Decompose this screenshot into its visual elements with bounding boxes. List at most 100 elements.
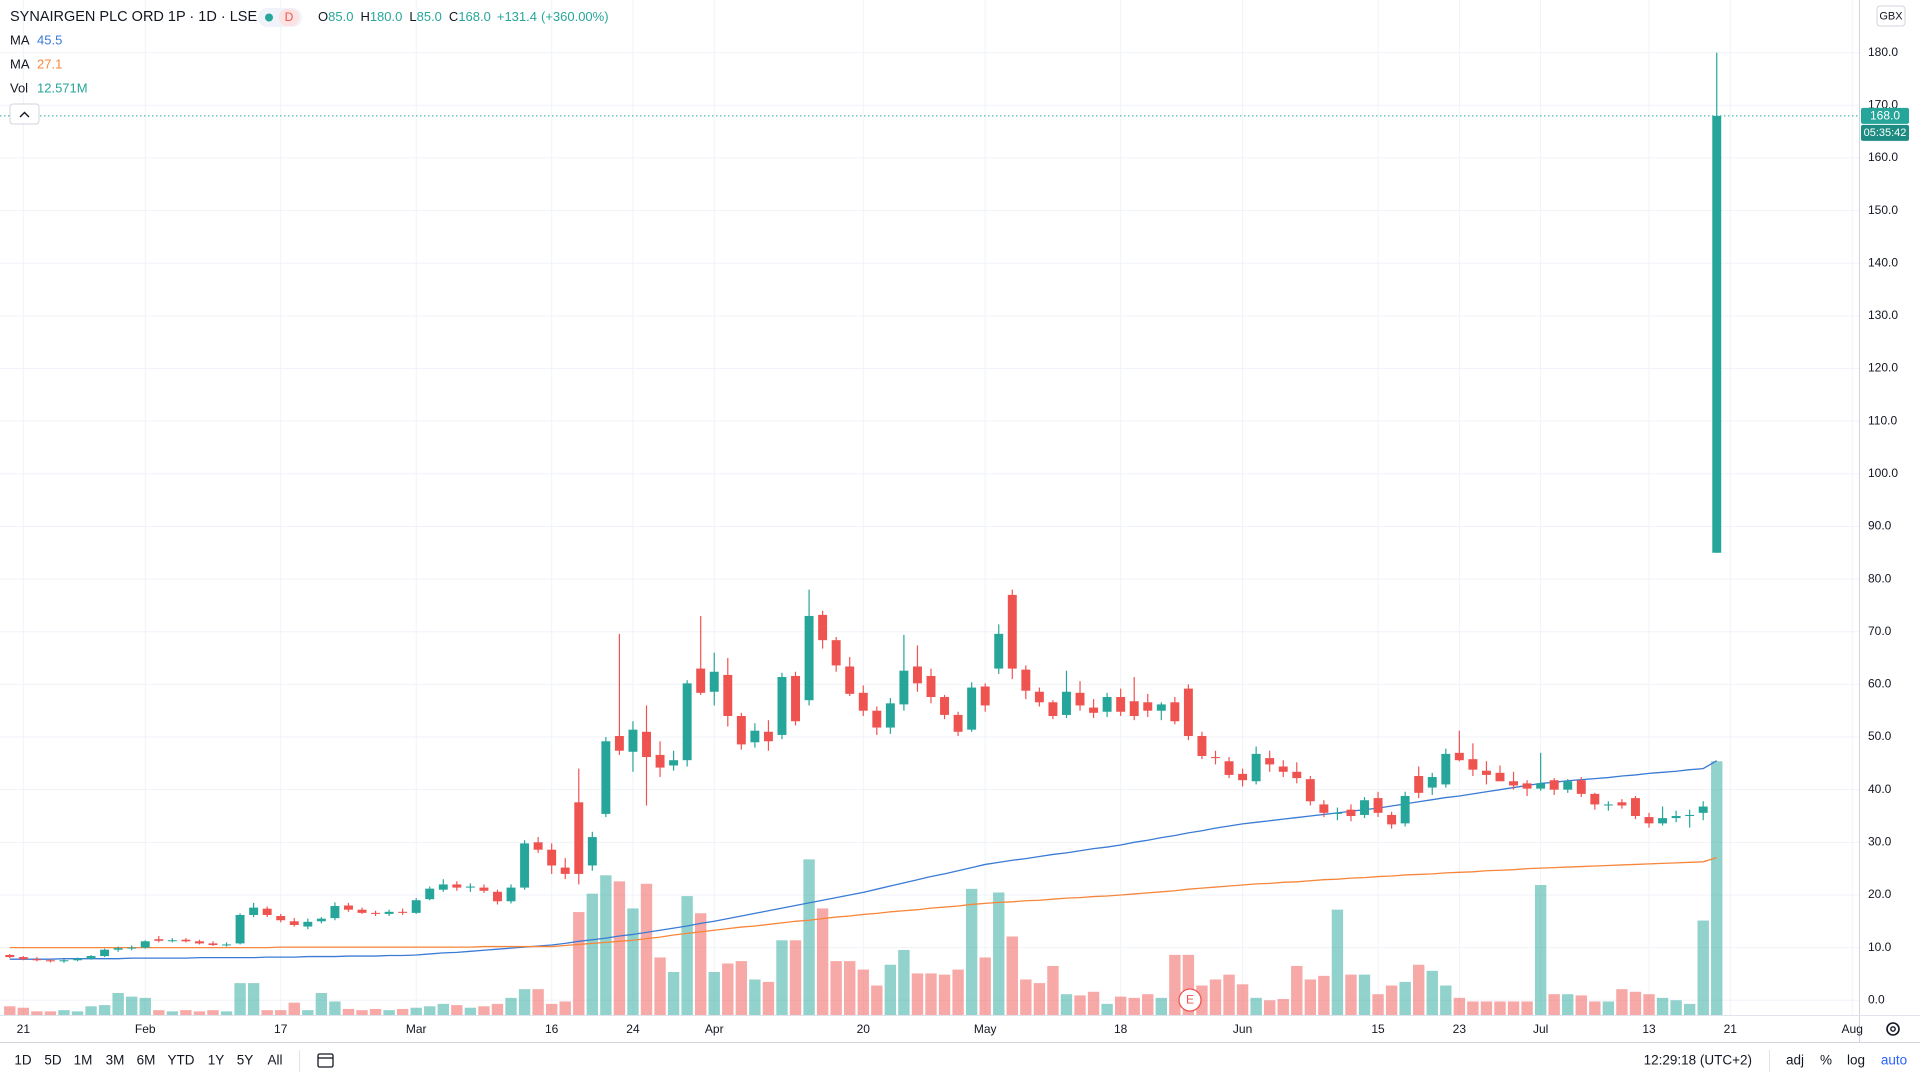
candle-body xyxy=(723,674,733,716)
grid xyxy=(0,0,1859,1015)
volume-bar xyxy=(1602,1001,1615,1015)
candle-body xyxy=(1278,766,1288,772)
volume-bar xyxy=(410,1007,422,1015)
volume-bar xyxy=(302,1010,314,1015)
candle-body xyxy=(18,957,28,960)
volume-bar xyxy=(871,985,883,1015)
candle-body xyxy=(1712,115,1722,553)
volume-bar xyxy=(979,957,991,1015)
candle-body xyxy=(479,887,489,891)
range-button[interactable]: 1Y xyxy=(208,1053,225,1068)
y-tick-label: 110.0 xyxy=(1868,413,1897,427)
volume-bar xyxy=(315,992,328,1015)
currency-box[interactable] xyxy=(1876,5,1906,27)
candle-body xyxy=(831,640,841,666)
volume-bar xyxy=(464,1007,477,1015)
candle-body xyxy=(994,633,1004,669)
earnings-marker[interactable] xyxy=(1178,988,1202,1012)
volume-bar xyxy=(71,1011,84,1015)
date-range-button[interactable] xyxy=(317,1053,334,1068)
volume-bar xyxy=(803,859,815,1015)
candle-body xyxy=(777,677,787,735)
volume-bar xyxy=(261,1010,273,1015)
candle-body xyxy=(5,954,15,958)
option-button[interactable]: % xyxy=(1820,1053,1832,1068)
volume-bar xyxy=(220,1011,233,1015)
header: SYNAIRGEN PLC ORD 1P · 1D · LSE D O85.0 H… xyxy=(9,8,609,125)
candle-body xyxy=(533,842,543,850)
candle-body xyxy=(1183,688,1193,736)
x-tick-label: 23 xyxy=(1453,1022,1467,1036)
volume-bar xyxy=(884,964,897,1015)
volume-bar xyxy=(1114,996,1127,1015)
volume-bar xyxy=(749,979,761,1015)
option-button[interactable]: log xyxy=(1847,1053,1865,1068)
volume-bar xyxy=(559,1001,571,1015)
volume-bar xyxy=(1358,974,1371,1015)
volume-bar xyxy=(396,1008,409,1015)
x-tick-label: 21 xyxy=(1724,1022,1738,1036)
collapse-button[interactable] xyxy=(9,103,40,125)
range-button[interactable]: 3M xyxy=(106,1053,125,1068)
settings-gear[interactable] xyxy=(1886,1022,1900,1036)
candle-body xyxy=(709,671,719,692)
volume-bar xyxy=(1562,994,1574,1015)
x-tick-label: 15 xyxy=(1371,1022,1385,1036)
candle-body xyxy=(330,906,340,919)
clock[interactable]: 12:29:18 (UTC+2) xyxy=(1644,1053,1752,1068)
option-button[interactable]: auto xyxy=(1881,1053,1907,1068)
candle-body xyxy=(140,941,150,948)
option-button[interactable]: adj xyxy=(1786,1053,1804,1068)
volume-bar xyxy=(613,881,626,1015)
candle-body xyxy=(59,960,69,962)
volume-bar xyxy=(1670,1000,1682,1015)
volume-bar xyxy=(1155,997,1167,1015)
candle-body xyxy=(113,948,123,950)
volume-bar xyxy=(654,957,666,1015)
range-button[interactable]: 5Y xyxy=(237,1053,254,1068)
range-button[interactable]: All xyxy=(267,1053,282,1068)
candle-body xyxy=(465,886,475,888)
candle-body xyxy=(1360,800,1369,815)
ohlc-value: 168.0 xyxy=(458,9,491,24)
candle-body xyxy=(980,686,990,706)
volume-bar xyxy=(532,989,544,1015)
volume-bar xyxy=(329,1001,341,1015)
volume-bar xyxy=(816,908,829,1015)
candle-body xyxy=(1536,783,1546,789)
candle-body xyxy=(912,666,922,684)
candle-body xyxy=(587,837,597,866)
volume-bar xyxy=(1209,979,1222,1015)
candle-body xyxy=(235,914,245,944)
candle-body xyxy=(371,912,381,914)
volume-bar xyxy=(207,1010,219,1015)
volume-bar xyxy=(1467,1001,1479,1015)
symbol-title: SYNAIRGEN PLC ORD 1P · 1D · LSE xyxy=(10,9,257,25)
volume-bar xyxy=(478,1006,490,1015)
x-tick-label: Aug xyxy=(1842,1022,1863,1036)
candle-body xyxy=(885,703,895,728)
range-button[interactable]: 1D xyxy=(14,1053,32,1068)
candle-body xyxy=(614,735,624,751)
candle-body xyxy=(1102,697,1112,712)
candle-body xyxy=(1238,773,1248,781)
candle-body xyxy=(1062,691,1071,715)
volume-bar xyxy=(1169,954,1181,1015)
volume-bar xyxy=(1345,974,1357,1015)
range-button[interactable]: 5D xyxy=(44,1053,62,1068)
volume-bar xyxy=(952,969,964,1015)
candle-body xyxy=(506,887,516,902)
volume-bar xyxy=(1033,983,1046,1015)
candle-body xyxy=(953,714,963,732)
ohlc-prefix: C xyxy=(449,9,458,24)
range-button[interactable]: YTD xyxy=(168,1053,195,1068)
candle-body xyxy=(696,668,706,693)
y-tick-label: 30.0 xyxy=(1868,834,1892,848)
x-tick-label: 21 xyxy=(17,1022,31,1036)
candle-body xyxy=(32,959,42,961)
volume-bar xyxy=(1006,936,1018,1015)
range-button[interactable]: 1M xyxy=(74,1053,93,1068)
ohlc-prefix: H xyxy=(360,9,369,24)
range-button[interactable]: 6M xyxy=(137,1053,156,1068)
